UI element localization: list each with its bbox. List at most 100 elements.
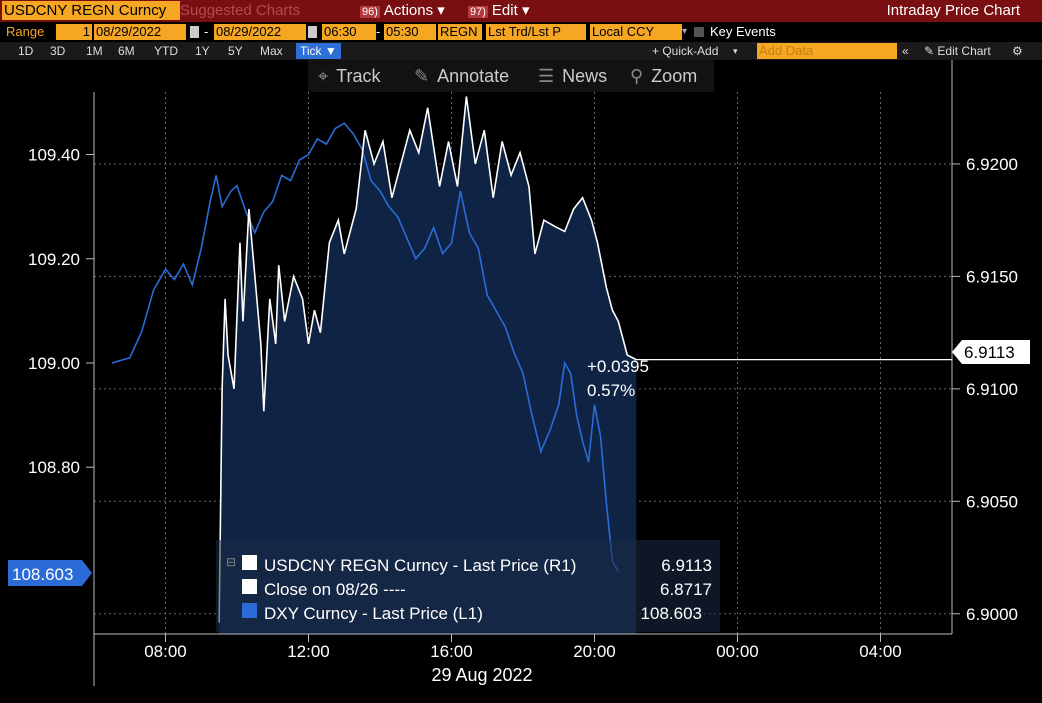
right-last-price-tag: 6.9113 xyxy=(952,340,1030,364)
period-3d[interactable]: 3D xyxy=(50,44,66,58)
actions-menu[interactable]: 96) Actions ▾ xyxy=(360,1,445,20)
right-tick-label: 6.9000 xyxy=(966,605,1018,624)
right-tick-label: 6.9200 xyxy=(966,155,1018,174)
right-axis: 6.9000 6.9050 6.9100 6.9150 6.9200 xyxy=(952,155,1018,624)
edit-shortcut: 97) xyxy=(468,6,488,18)
left-axis: 108.80 109.00 109.20 109.40 xyxy=(28,146,94,477)
x-tick-label: 04:00 xyxy=(859,642,902,661)
x-axis: 08:00 12:00 16:00 20:00 00:00 04:00 xyxy=(144,634,902,661)
legend-value-close: 6.8717 xyxy=(660,580,712,599)
zoom-label: Zoom xyxy=(651,66,698,86)
pencil-icon: ✎ xyxy=(414,66,430,86)
change-percent: 0.57% xyxy=(587,381,635,400)
legend-label-usdcny: USDCNY REGN Curncy - Last Price (R1) xyxy=(264,556,576,575)
chevron-down-icon: ▾ xyxy=(437,2,445,19)
time-separator: - xyxy=(376,24,381,39)
search-icon: ⚲ xyxy=(630,66,644,86)
gear-icon[interactable]: ⚙ xyxy=(1012,44,1023,58)
legend-swatch-close xyxy=(242,579,257,594)
end-time-field[interactable]: 05:30 xyxy=(384,24,436,40)
date-separator: - xyxy=(204,24,209,39)
tick-button[interactable]: Tick ▼ xyxy=(296,43,341,59)
tick-label: Tick xyxy=(300,44,322,58)
chevron-down-icon[interactable]: ▾ xyxy=(682,26,688,37)
calendar-icon[interactable] xyxy=(308,26,317,38)
x-tick-label: 16:00 xyxy=(430,642,473,661)
legend-swatch-dxy xyxy=(242,603,257,618)
period-max[interactable]: Max xyxy=(260,44,283,58)
right-tick-label: 6.9100 xyxy=(966,380,1018,399)
zoom-button[interactable]: ⚲ Zoom xyxy=(630,65,697,87)
crosshair-icon: ⌖ xyxy=(318,66,329,86)
calendar-icon[interactable] xyxy=(190,26,199,38)
left-tick-label: 108.80 xyxy=(28,458,80,477)
suggested-charts-button[interactable]: Suggested Charts xyxy=(180,2,301,19)
left-tick-label: 109.40 xyxy=(28,146,80,165)
edit-menu[interactable]: 97) Edit ▾ xyxy=(468,1,529,20)
edit-chart-button[interactable]: ✎ Edit Chart xyxy=(924,44,991,58)
price-field-select[interactable]: Lst Trd/Lst P xyxy=(486,24,586,40)
x-tick-label: 08:00 xyxy=(144,642,187,661)
period-ytd[interactable]: YTD xyxy=(154,44,178,58)
annotate-label: Annotate xyxy=(437,66,510,86)
legend-swatch-usdcny xyxy=(242,555,257,570)
track-button[interactable]: ⌖ Track xyxy=(318,65,380,87)
range-number-field[interactable]: 1 xyxy=(56,24,92,40)
news-label: News xyxy=(562,66,608,86)
collapse-icon[interactable]: « xyxy=(902,44,909,58)
key-events-label: Key Events xyxy=(710,24,776,39)
period-1y[interactable]: 1Y xyxy=(195,44,210,58)
legend-label-close: Close on 08/26 ---- xyxy=(264,580,406,599)
right-tick-label: 6.9150 xyxy=(966,267,1018,286)
left-tick-label: 109.20 xyxy=(28,250,80,269)
chart-tools: ⌖ Track ✎ Annotate ☰ News ⚲ Zoom xyxy=(308,60,714,92)
grid-lines xyxy=(94,92,952,634)
title-bar: USDCNY REGN Curncy Suggested Charts 96) A… xyxy=(0,0,1042,22)
chevron-down-icon: ▾ xyxy=(521,2,530,19)
key-events-checkbox[interactable] xyxy=(694,27,704,37)
period-6m[interactable]: 6M xyxy=(118,44,135,58)
legend-label-dxy: DXY Curncy - Last Price (L1) xyxy=(264,604,483,623)
track-label: Track xyxy=(336,66,381,86)
left-tick-label: 109.00 xyxy=(28,354,80,373)
legend-value-usdcny: 6.9113 xyxy=(661,556,712,575)
quick-add-button[interactable]: + Quick-Add xyxy=(652,44,719,58)
range-label: Range xyxy=(6,24,45,39)
right-last-price-label: 6.9113 xyxy=(964,343,1015,362)
chevron-down-icon: ▾ xyxy=(733,46,738,56)
usdcny-price-line xyxy=(218,96,637,623)
left-last-price-tag: 108.603 xyxy=(8,560,92,586)
change-value: +0.0395 xyxy=(587,357,649,376)
start-date-field[interactable]: 08/29/2022 xyxy=(94,24,186,40)
end-date-field[interactable]: 08/29/2022 xyxy=(214,24,306,40)
x-tick-label: 00:00 xyxy=(716,642,759,661)
right-tick-label: 6.9050 xyxy=(966,492,1018,511)
x-tick-label: 12:00 xyxy=(287,642,330,661)
ticker-field[interactable]: USDCNY REGN Curncy xyxy=(2,1,180,20)
legend-collapse-icon[interactable]: ⊟ xyxy=(226,555,236,569)
start-time-field[interactable]: 06:30 xyxy=(322,24,376,40)
x-tick-label: 20:00 xyxy=(573,642,616,661)
currency-select[interactable]: Local CCY xyxy=(590,24,682,40)
actions-label: Actions xyxy=(383,2,434,19)
dxy-price-line xyxy=(111,122,620,572)
edit-chart-label: Edit Chart xyxy=(937,44,991,58)
period-bar: 1D 3D 1M 6M YTD 1Y 5Y Max Tick ▼ + Quick… xyxy=(0,42,1042,60)
annotate-button[interactable]: ✎ Annotate xyxy=(414,65,509,87)
parameters-bar: Range 1 08/29/2022 - 08/29/2022 06:30 - … xyxy=(0,22,1042,42)
legend-value-dxy: 108.603 xyxy=(641,604,702,623)
news-icon: ☰ xyxy=(538,66,555,86)
news-button[interactable]: ☰ News xyxy=(538,65,607,87)
dxy-fill-area xyxy=(219,96,637,634)
legend: ⊟ USDCNY REGN Curncy - Last Price (R1) 6… xyxy=(216,540,720,632)
period-1m[interactable]: 1M xyxy=(86,44,103,58)
date-label: 29 Aug 2022 xyxy=(431,665,532,685)
left-last-price-label: 108.603 xyxy=(12,565,73,584)
source-field[interactable]: REGN xyxy=(438,24,482,40)
add-data-input[interactable]: Add Data xyxy=(757,43,897,59)
edit-label: Edit xyxy=(491,2,518,19)
period-5y[interactable]: 5Y xyxy=(228,44,243,58)
period-1d[interactable]: 1D xyxy=(18,44,34,58)
actions-shortcut: 96) xyxy=(360,6,380,18)
